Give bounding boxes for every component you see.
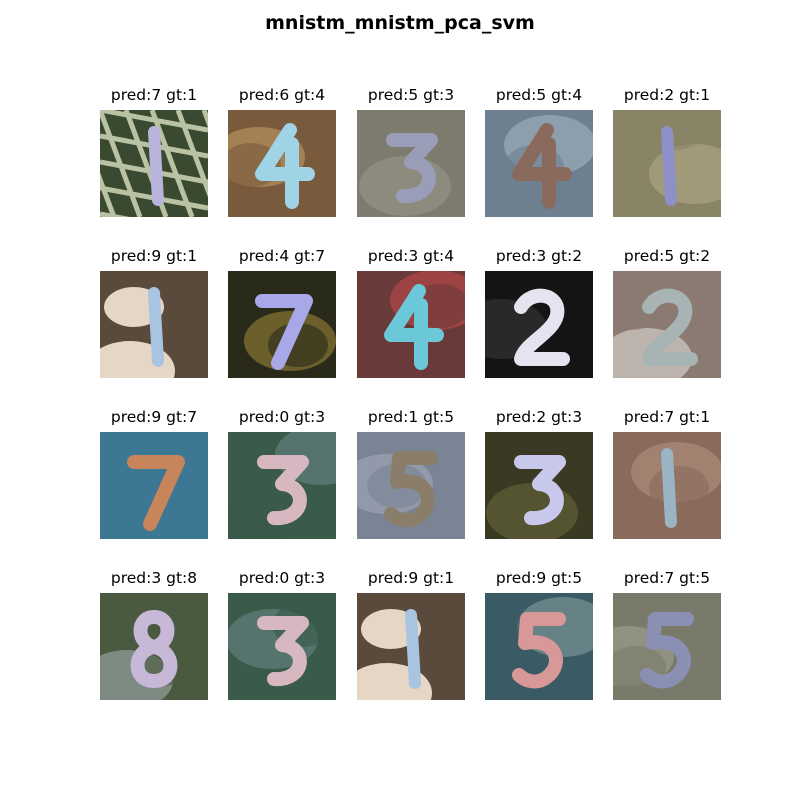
sample-label: pred:0 gt:3 [238,569,326,587]
digit-image [613,432,721,539]
digit-image [485,110,593,217]
sample-label: pred:5 gt:2 [623,247,711,265]
sample-label: pred:7 gt:5 [623,569,711,587]
sample-label: pred:9 gt:1 [367,569,455,587]
sample-label: pred:3 gt:2 [495,247,583,265]
digit-image [100,432,208,539]
digit-image [485,432,593,539]
sample-label: pred:4 gt:7 [238,247,326,265]
sample-label: pred:5 gt:4 [495,86,583,104]
sample-label: pred:7 gt:1 [623,408,711,426]
sample-label: pred:2 gt:3 [495,408,583,426]
sample-label: pred:9 gt:1 [110,247,198,265]
digit-image [228,432,336,539]
digit-image [228,271,336,378]
sample-label: pred:0 gt:3 [238,408,326,426]
sample-label: pred:7 gt:1 [110,86,198,104]
digit-image [357,110,465,217]
digit-image [613,593,721,700]
sample-label: pred:5 gt:3 [367,86,455,104]
digit-image [100,593,208,700]
digit-image [100,271,208,378]
digit-image [100,110,208,217]
digit-image [485,271,593,378]
sample-label: pred:9 gt:5 [495,569,583,587]
figure-title: mnistm_mnistm_pca_svm [265,12,535,34]
digit-image [613,110,721,217]
digit-image [357,432,465,539]
sample-label: pred:9 gt:7 [110,408,198,426]
digit-image [357,593,465,700]
digit-image [228,593,336,700]
sample-label: pred:2 gt:1 [623,86,711,104]
sample-label: pred:1 gt:5 [367,408,455,426]
sample-label: pred:3 gt:8 [110,569,198,587]
digit-image [228,110,336,217]
digit-image [357,271,465,378]
sample-label: pred:3 gt:4 [367,247,455,265]
digit-image [485,593,593,700]
sample-label: pred:6 gt:4 [238,86,326,104]
digit-image [613,271,721,378]
